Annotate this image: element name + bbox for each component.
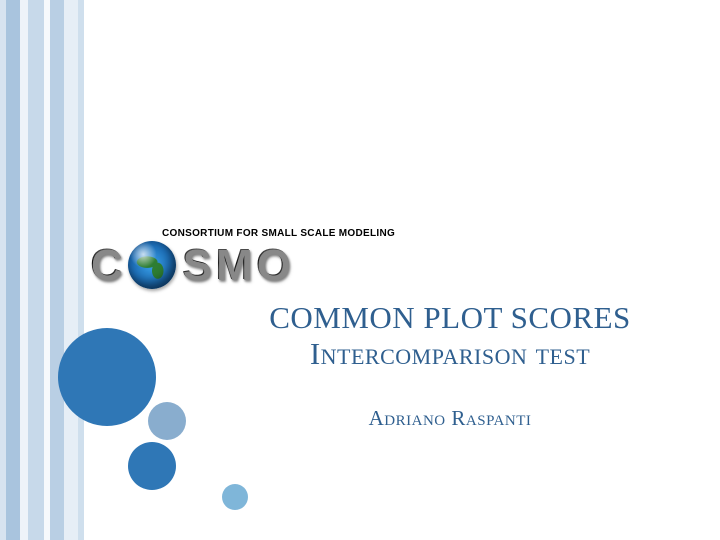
author-last-cap: R	[451, 406, 466, 430]
title-line2-cap: I	[310, 336, 321, 371]
decorative-circle-1	[148, 402, 186, 440]
author: Adriano Raspanti	[200, 406, 700, 431]
author-first-rest: driano	[384, 406, 445, 430]
title-line2: Intercomparison test	[200, 336, 700, 372]
title-line2-rest: ntercomparison test	[321, 336, 590, 371]
cosmo-logo: CONSORTIUM FOR SMALL SCALE MODELING C SMO	[90, 228, 395, 289]
stripe-1	[6, 0, 20, 540]
stripe-3	[28, 0, 44, 540]
stripe-2	[20, 0, 28, 540]
decorative-circle-2	[128, 442, 176, 490]
logo-tagline: CONSORTIUM FOR SMALL SCALE MODELING	[162, 228, 395, 239]
logo-letter-c: C	[90, 243, 122, 287]
author-last-rest: aspanti	[466, 406, 531, 430]
stripe-6	[64, 0, 78, 540]
logo-word: C SMO	[90, 241, 395, 289]
decorative-circle-3	[222, 484, 248, 510]
logo-letter-s: S	[182, 243, 211, 287]
stripe-7	[78, 0, 84, 540]
logo-letter-o: O	[256, 243, 290, 287]
title-block: COMMON PLOT SCORES Intercomparison test …	[200, 300, 700, 431]
title-line1: COMMON PLOT SCORES	[200, 300, 700, 336]
author-first-cap: A	[369, 406, 385, 430]
globe-icon	[128, 241, 176, 289]
logo-letter-m: M	[215, 243, 252, 287]
stripe-5	[50, 0, 64, 540]
decorative-circle-0	[58, 328, 156, 426]
